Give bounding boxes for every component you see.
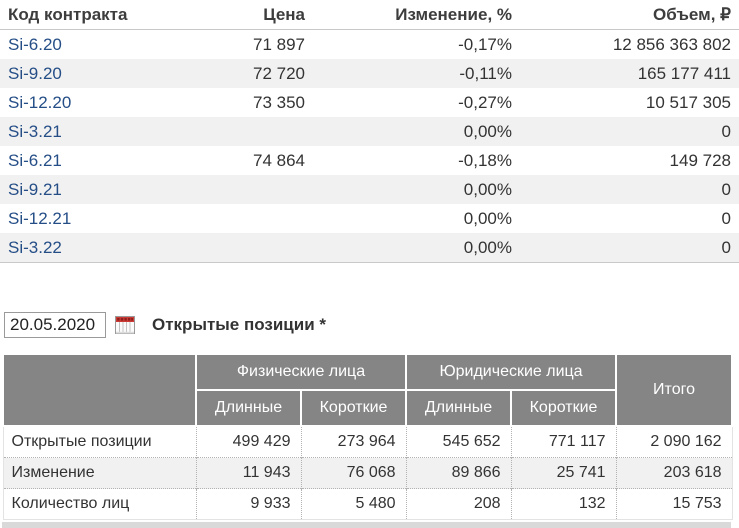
price-cell: 72 720 bbox=[253, 64, 305, 83]
futures-row: Si-3.22 0,00% 0 bbox=[0, 233, 739, 263]
sub-header-legal-short: Короткие bbox=[510, 389, 618, 427]
positions-row: Открытые позиции 499 429 273 964 545 652 771… bbox=[2, 425, 733, 458]
sub-header-individuals-long: Длинные bbox=[195, 389, 302, 427]
contract-code-link[interactable]: Si-3.22 bbox=[8, 238, 62, 257]
contract-code-link[interactable]: Si-9.20 bbox=[8, 64, 62, 83]
futures-row: Si-9.20 72 720 -0,11% 165 177 411 bbox=[0, 59, 739, 88]
futures-row: Si-6.21 74 864 -0,18% 149 728 bbox=[0, 146, 739, 175]
value-cell: 11 943 bbox=[195, 457, 301, 489]
volume-cell: 10 517 305 bbox=[645, 93, 731, 112]
value-cell: 499 429 bbox=[195, 425, 301, 458]
futures-row: Si-6.20 71 897 -0,17% 12 856 363 802 bbox=[0, 30, 739, 60]
contract-code-link[interactable]: Si-3.21 bbox=[8, 122, 62, 141]
price-cell bbox=[180, 233, 313, 263]
value-cell: 76 068 bbox=[300, 457, 407, 489]
positions-row: Изменение 11 943 76 068 89 866 25 741 203 618 bbox=[2, 457, 733, 489]
futures-header-row: Код контракта Цена Изменение, % Объем, ₽ bbox=[0, 0, 739, 30]
change-cell: -0,18% bbox=[458, 151, 512, 170]
volume-cell: 0 bbox=[721, 122, 731, 141]
value-cell: 89 866 bbox=[405, 457, 512, 489]
price-cell bbox=[180, 117, 313, 146]
value-cell: 132 bbox=[510, 488, 617, 520]
value-cell: 5 480 bbox=[300, 488, 407, 520]
futures-row: Si-3.21 0,00% 0 bbox=[0, 117, 739, 146]
price-cell: 73 350 bbox=[253, 93, 305, 112]
row-label: Количество лиц bbox=[2, 488, 196, 520]
table-footer-bar bbox=[2, 522, 731, 528]
volume-cell: 0 bbox=[721, 238, 731, 257]
positions-table-body: Открытые позиции 499 429 273 964 545 652 771… bbox=[2, 425, 733, 520]
futures-table-body: Si-6.20 71 897 -0,17% 12 856 363 802 Si-9.20… bbox=[0, 30, 739, 263]
contract-code-link[interactable]: Si-9.21 bbox=[8, 180, 62, 199]
col-header-change: Изменение, % bbox=[313, 0, 520, 30]
volume-cell: 0 bbox=[721, 209, 731, 228]
change-cell: 0,00% bbox=[463, 180, 512, 199]
value-cell: 9 933 bbox=[195, 488, 301, 520]
futures-row: Si-9.21 0,00% 0 bbox=[0, 175, 739, 204]
date-input[interactable] bbox=[4, 312, 106, 338]
value-cell: 203 618 bbox=[615, 457, 733, 489]
positions-row: Количество лиц 9 933 5 480 208 132 15 753 bbox=[2, 488, 733, 520]
corner-header-cell bbox=[2, 353, 197, 427]
sub-header-legal-long: Длинные bbox=[405, 389, 513, 427]
volume-cell: 0 bbox=[721, 180, 731, 199]
change-cell: 0,00% bbox=[463, 238, 512, 257]
volume-cell: 12 856 363 802 bbox=[612, 35, 731, 54]
value-cell: 2 090 162 bbox=[615, 425, 733, 458]
contract-code-link[interactable]: Si-6.20 bbox=[8, 35, 62, 54]
total-header: Итого bbox=[615, 353, 734, 427]
change-cell: -0,11% bbox=[459, 64, 512, 83]
value-cell: 208 bbox=[405, 488, 512, 520]
col-header-volume: Объем, ₽ bbox=[520, 0, 739, 30]
futures-row: Si-12.21 0,00% 0 bbox=[0, 204, 739, 233]
value-cell: 771 117 bbox=[510, 425, 617, 458]
col-header-price: Цена bbox=[180, 0, 313, 30]
positions-title: Открытые позиции * bbox=[152, 315, 327, 334]
value-cell: 25 741 bbox=[510, 457, 617, 489]
col-header-contract-code: Код контракта bbox=[0, 0, 180, 30]
contract-code-link[interactable]: Si-12.21 bbox=[8, 209, 72, 228]
price-cell bbox=[180, 175, 313, 204]
row-label: Открытые позиции bbox=[2, 425, 196, 458]
group-header-individuals: Физические лица bbox=[194, 353, 408, 391]
price-cell: 71 897 bbox=[253, 35, 305, 54]
contract-code-link[interactable]: Si-6.21 bbox=[8, 151, 62, 170]
group-header-legal-entities: Юридические лица bbox=[405, 353, 618, 391]
volume-cell: 149 728 bbox=[669, 151, 731, 170]
futures-table: Код контракта Цена Изменение, % Объем, ₽… bbox=[0, 0, 739, 263]
change-cell: 0,00% bbox=[463, 209, 512, 228]
positions-table: Физические лица Юридические лица Итого Д… bbox=[2, 353, 734, 520]
value-cell: 15 753 bbox=[615, 488, 733, 520]
change-cell: -0,27% bbox=[458, 93, 512, 112]
value-cell: 545 652 bbox=[405, 425, 512, 458]
calendar-icon[interactable] bbox=[114, 314, 136, 336]
price-cell bbox=[180, 204, 313, 233]
change-cell: -0,17% bbox=[458, 35, 512, 54]
row-label: Изменение bbox=[2, 457, 196, 489]
positions-controls: Открытые позиции * bbox=[4, 311, 739, 339]
volume-cell: 165 177 411 bbox=[637, 64, 731, 83]
price-cell: 74 864 bbox=[253, 151, 305, 170]
positions-group-header-row: Физические лица Юридические лица Итого bbox=[2, 353, 734, 427]
futures-row: Si-12.20 73 350 -0,27% 10 517 305 bbox=[0, 88, 739, 117]
contract-code-link[interactable]: Si-12.20 bbox=[8, 93, 72, 112]
value-cell: 273 964 bbox=[300, 425, 407, 458]
positions-sub-header-row: Длинные Короткие Длинные Короткие bbox=[3, 389, 732, 427]
change-cell: 0,00% bbox=[463, 122, 512, 141]
sub-header-individuals-short: Короткие bbox=[299, 389, 408, 427]
